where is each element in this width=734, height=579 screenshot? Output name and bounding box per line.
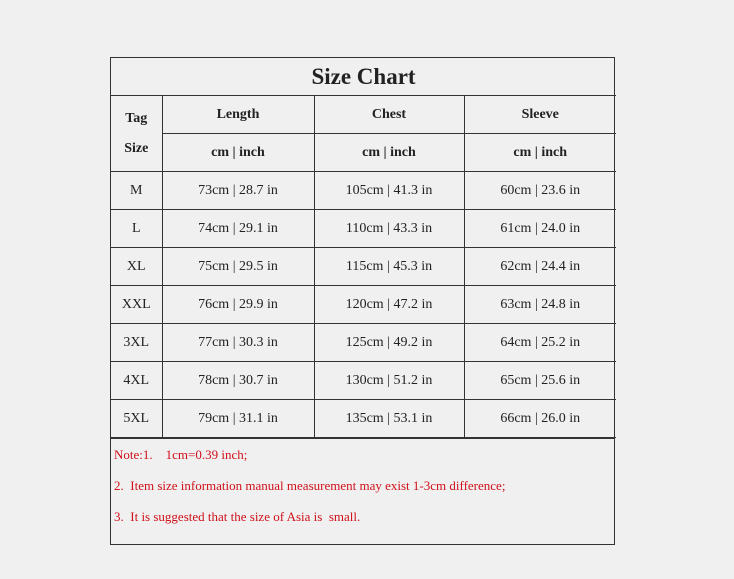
sleeve-unit: cm | inch — [463, 133, 616, 172]
size-chart: Size Chart Tag Size Length Chest Sleeve … — [110, 57, 616, 545]
notes: Note:1. 1cm=0.39 inch; 2. Item size info… — [111, 438, 614, 544]
table-row: M 73cm | 28.7 in 105cm | 41.3 in 60cm | 23.… — [111, 171, 616, 210]
length-unit: cm | inch — [162, 133, 315, 172]
size-cell: XL — [111, 247, 163, 286]
table-row: 4XL 78cm | 30.7 in 130cm | 51.2 in 65cm | 2… — [111, 361, 616, 400]
size-cell: L — [111, 209, 163, 248]
chest-cell: 105cm | 41.3 in — [313, 171, 465, 210]
sleeve-cell: 65cm | 25.6 in — [463, 361, 616, 400]
note-1: Note:1. 1cm=0.39 inch; — [114, 447, 248, 462]
size-label: Size — [124, 140, 149, 156]
note-2: 2. Item size information manual measurem… — [114, 478, 506, 493]
size-cell: 4XL — [111, 361, 163, 400]
table-row: 3XL 77cm | 30.3 in 125cm | 49.2 in 64cm | 2… — [111, 323, 616, 362]
size-cell: 5XL — [111, 399, 163, 438]
sleeve-cell: 63cm | 24.8 in — [463, 285, 616, 324]
length-cell: 76cm | 29.9 in — [161, 285, 315, 324]
length-cell: 73cm | 28.7 in — [161, 171, 315, 210]
chest-cell: 110cm | 43.3 in — [313, 209, 465, 248]
sleeve-cell: 61cm | 24.0 in — [463, 209, 616, 248]
sleeve-cell: 66cm | 26.0 in — [463, 399, 616, 438]
length-header: Length — [161, 95, 315, 134]
size-cell: M — [111, 171, 163, 210]
tag-label: Tag — [125, 110, 148, 126]
length-cell: 77cm | 30.3 in — [161, 323, 315, 362]
table-row: L 74cm | 29.1 in 110cm | 43.3 in 61cm | 24.… — [111, 209, 616, 248]
chest-cell: 125cm | 49.2 in — [313, 323, 465, 362]
table-row: XXL 76cm | 29.9 in 120cm | 47.2 in 63cm | 2… — [111, 285, 616, 324]
length-cell: 79cm | 31.1 in — [161, 399, 315, 438]
table-row: 5XL 79cm | 31.1 in 135cm | 53.1 in 66cm | 2… — [111, 399, 616, 438]
chest-cell: 115cm | 45.3 in — [313, 247, 465, 286]
length-cell: 75cm | 29.5 in — [161, 247, 315, 286]
chest-cell: 135cm | 53.1 in — [313, 399, 465, 438]
length-cell: 74cm | 29.1 in — [161, 209, 315, 248]
chest-header: Chest — [313, 95, 465, 134]
tag-size-header: Tag Size — [111, 95, 163, 172]
sleeve-cell: 64cm | 25.2 in — [463, 323, 616, 362]
length-cell: 78cm | 30.7 in — [161, 361, 315, 400]
chest-cell: 130cm | 51.2 in — [313, 361, 465, 400]
size-table: Size Chart Tag Size Length Chest Sleeve … — [111, 58, 616, 438]
sleeve-cell: 60cm | 23.6 in — [463, 171, 616, 210]
size-cell: 3XL — [111, 323, 163, 362]
chart-title: Size Chart — [111, 58, 616, 96]
table-row: XL 75cm | 29.5 in 115cm | 45.3 in 62cm | 24… — [111, 247, 616, 286]
sleeve-cell: 62cm | 24.4 in — [463, 247, 616, 286]
sleeve-header: Sleeve — [463, 95, 616, 134]
size-cell: XXL — [111, 285, 163, 324]
chest-cell: 120cm | 47.2 in — [313, 285, 465, 324]
note-3: 3. It is suggested that the size of Asia… — [114, 509, 361, 524]
chest-unit: cm | inch — [313, 133, 465, 172]
